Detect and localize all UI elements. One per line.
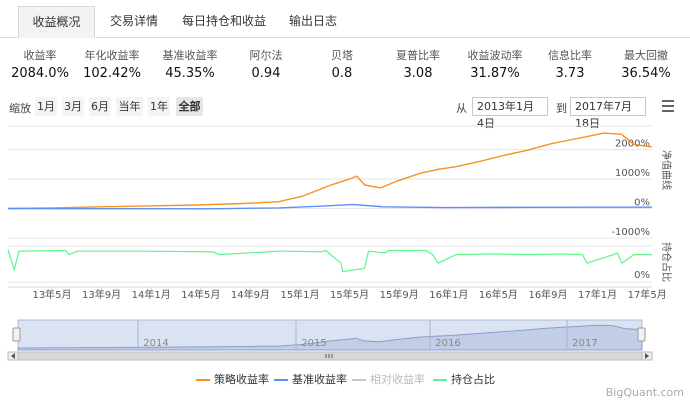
x-tick-label: 16年9月 [528,288,567,301]
y-tick-label: 0% [634,198,650,209]
upper-axis-title: 净值曲线 [660,150,673,190]
brand-watermark: BigQuant.com [605,386,684,399]
chevron-left-icon [11,353,15,359]
stat-benchmark-return: 基准收益率 45.35% [150,48,230,83]
stat-beta: 贝塔 0.8 [302,48,382,83]
x-tick-label: 15年9月 [380,288,419,301]
x-tick-label: 13年5月 [32,288,71,301]
navigator-left-handle[interactable] [12,327,21,342]
legend-swatch [196,379,210,381]
stat-value: 45.35% [165,66,215,81]
legend-swatch [352,379,366,381]
zoom-6m-button[interactable]: 6月 [89,97,111,116]
legend-swatch [274,379,288,381]
stat-volatility: 收益波动率 31.87% [455,48,535,83]
stat-value: 31.87% [470,66,520,81]
zoom-label: 缩放 [9,102,31,115]
x-tick-label: 17年1月 [578,288,617,301]
x-tick-label: 14年5月 [181,288,220,301]
navigator-right-handle[interactable] [637,327,646,342]
navigator-year-label: 2017 [572,338,597,349]
lower-axis-title: 持仓占比 [660,242,673,282]
stat-max-drawdown: 最大回撤 36.54% [606,48,686,83]
series-line-持仓占比 [7,249,652,273]
y-tick-label: -1000% [611,227,650,238]
tab-daily-positions[interactable]: 每日持仓和收益 [181,14,266,28]
stat-value: 3.73 [555,66,585,81]
x-tick-label: 16年1月 [429,288,468,301]
tab-output-log[interactable]: 输出日志 [288,14,337,28]
stat-value: 2084.0% [11,66,69,81]
stat-label: 收益波动率 [467,49,523,62]
zoom-1m-button[interactable]: 1月 [35,97,57,116]
stat-value: 102.42% [83,66,141,81]
stat-information-ratio: 信息比率 3.73 [530,48,610,83]
range-to-label: 到 [556,102,567,115]
series-line-基准收益率 [7,203,652,210]
tab-bar: 收益概况 交易详情 每日持仓和收益 输出日志 [0,0,690,38]
stat-label: 收益率 [23,49,57,62]
stat-value: 3.08 [403,66,433,81]
stat-label: 最大回撤 [624,49,668,62]
range-from-label: 从 [456,102,467,115]
legend-label: 持仓占比 [451,373,495,386]
stat-value: 36.54% [621,66,671,81]
stat-label: 基准收益率 [162,49,218,62]
stats-summary: 收益率 2084.0% 年化收益率 102.42% 基准收益率 45.35% 阿… [0,48,690,84]
zoom-ytd-button[interactable]: 当年 [116,97,143,116]
hamburger-menu-icon[interactable] [662,100,674,112]
chevron-right-icon [645,353,649,359]
stat-label: 夏普比率 [396,49,440,62]
zoom-all-button[interactable]: 全部 [176,97,203,116]
legend-label: 策略收益率 [214,373,269,386]
x-tick-label: 15年1月 [280,288,319,301]
x-tick-label: 16年5月 [479,288,518,301]
navigator-year-label: 2015 [301,338,326,349]
legend-label: 基准收益率 [292,373,347,386]
stat-alpha: 阿尔法 0.94 [226,48,306,83]
range-from-input[interactable]: 2013年1月 4日 [472,97,548,130]
stat-return: 收益率 2084.0% [0,48,80,83]
stat-sharpe: 夏普比率 3.08 [378,48,458,83]
navigator-year-label: 2014 [143,338,168,349]
x-tick-label: 17年5月 [628,288,667,301]
x-tick-label: 14年9月 [231,288,270,301]
legend-label: 相对收益率 [370,373,425,386]
zoom-1y-button[interactable]: 1年 [148,97,170,116]
series-line-策略收益率 [7,132,653,210]
navigator-scrollbar[interactable] [17,351,643,361]
x-tick-label: 15年5月 [330,288,369,301]
stat-label: 信息比率 [548,49,592,62]
y-tick-label: 1000% [615,168,650,179]
x-tick-label: 14年1月 [132,288,171,301]
y-tick-label: 0% [634,270,650,281]
stat-value: 0.94 [251,66,281,81]
stat-label: 阿尔法 [249,49,283,62]
navigator-series [17,324,643,351]
zoom-3m-button[interactable]: 3月 [62,97,84,116]
stat-value: 0.8 [331,66,353,81]
stat-annual-return: 年化收益率 102.42% [72,48,152,83]
x-tick-label: 13年9月 [82,288,121,301]
tab-trade-details[interactable]: 交易详情 [109,14,158,28]
navigator-year-label: 2016 [435,338,460,349]
stat-label: 年化收益率 [84,49,140,62]
range-to-input[interactable]: 2017年7月18日 [570,97,646,130]
legend-swatch [433,379,447,381]
chart-legend: 策略收益率 基准收益率 相对收益率 持仓占比 [0,372,690,388]
range-selector: 缩放 1月 3月 6月 当年 1年 全部 从 2013年1月 4日 到 2017… [0,96,690,130]
stat-label: 贝塔 [331,49,353,62]
tab-returns-overview[interactable]: 收益概况 [18,6,95,38]
